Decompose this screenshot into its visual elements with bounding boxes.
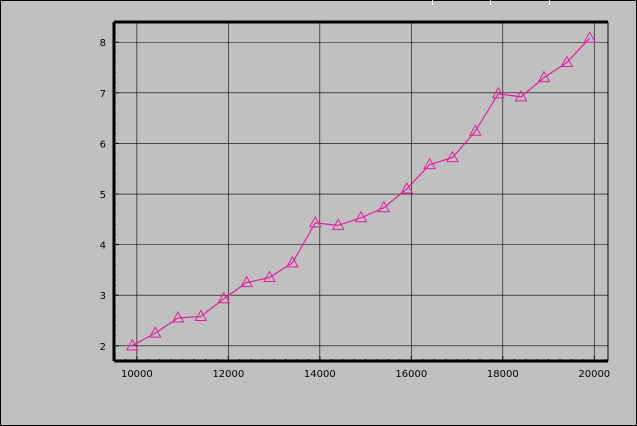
data-point-marker (194, 309, 208, 321)
x-tick-label: 18000 (487, 369, 519, 380)
data-point-marker (377, 200, 391, 213)
data-point-marker (400, 181, 414, 194)
top-separator (490, 0, 491, 5)
y-tick-label: 4 (100, 241, 106, 252)
top-separator (549, 0, 550, 5)
data-point-marker (263, 270, 276, 283)
data-point-marker (560, 55, 574, 67)
y-tick-label: 5 (100, 190, 106, 201)
x-tick-label: 14000 (304, 369, 336, 380)
data-point-marker (286, 255, 299, 268)
plot-area (114, 22, 608, 361)
x-tick-label: 12000 (212, 369, 244, 380)
y-tick-label: 8 (100, 38, 106, 49)
axes (112, 20, 609, 363)
data-point-marker (469, 124, 482, 136)
x-tick-label: 16000 (395, 369, 427, 380)
data-point-marker (423, 157, 436, 170)
data-point-marker (446, 150, 459, 163)
data-point-marker (240, 275, 253, 288)
y-tick-label: 3 (100, 291, 106, 302)
tick-labels: 10000 12000 14000 16000 18000 20000 2 3 4 5 6 7 8 (100, 38, 611, 380)
data-point-marker (171, 310, 185, 323)
data-point-marker (537, 70, 551, 83)
x-tick-label: 10000 (121, 369, 153, 380)
data-point-marker (491, 86, 505, 99)
data-series (125, 31, 597, 351)
data-point-marker (514, 89, 528, 102)
y-tick-label: 2 (100, 342, 106, 353)
data-point-marker (217, 291, 231, 304)
y-tick-label: 6 (100, 139, 106, 150)
y-tick-label: 7 (100, 89, 106, 100)
data-point-marker (583, 31, 597, 43)
data-point-marker (148, 326, 162, 338)
x-tick-label: 20000 (578, 369, 610, 380)
data-point-marker (354, 210, 368, 223)
data-point-marker (308, 215, 322, 228)
data-point-marker (331, 218, 345, 230)
top-separator (432, 0, 433, 5)
data-point-marker (125, 338, 139, 351)
grid-lines (114, 22, 608, 361)
series-line (132, 37, 591, 347)
